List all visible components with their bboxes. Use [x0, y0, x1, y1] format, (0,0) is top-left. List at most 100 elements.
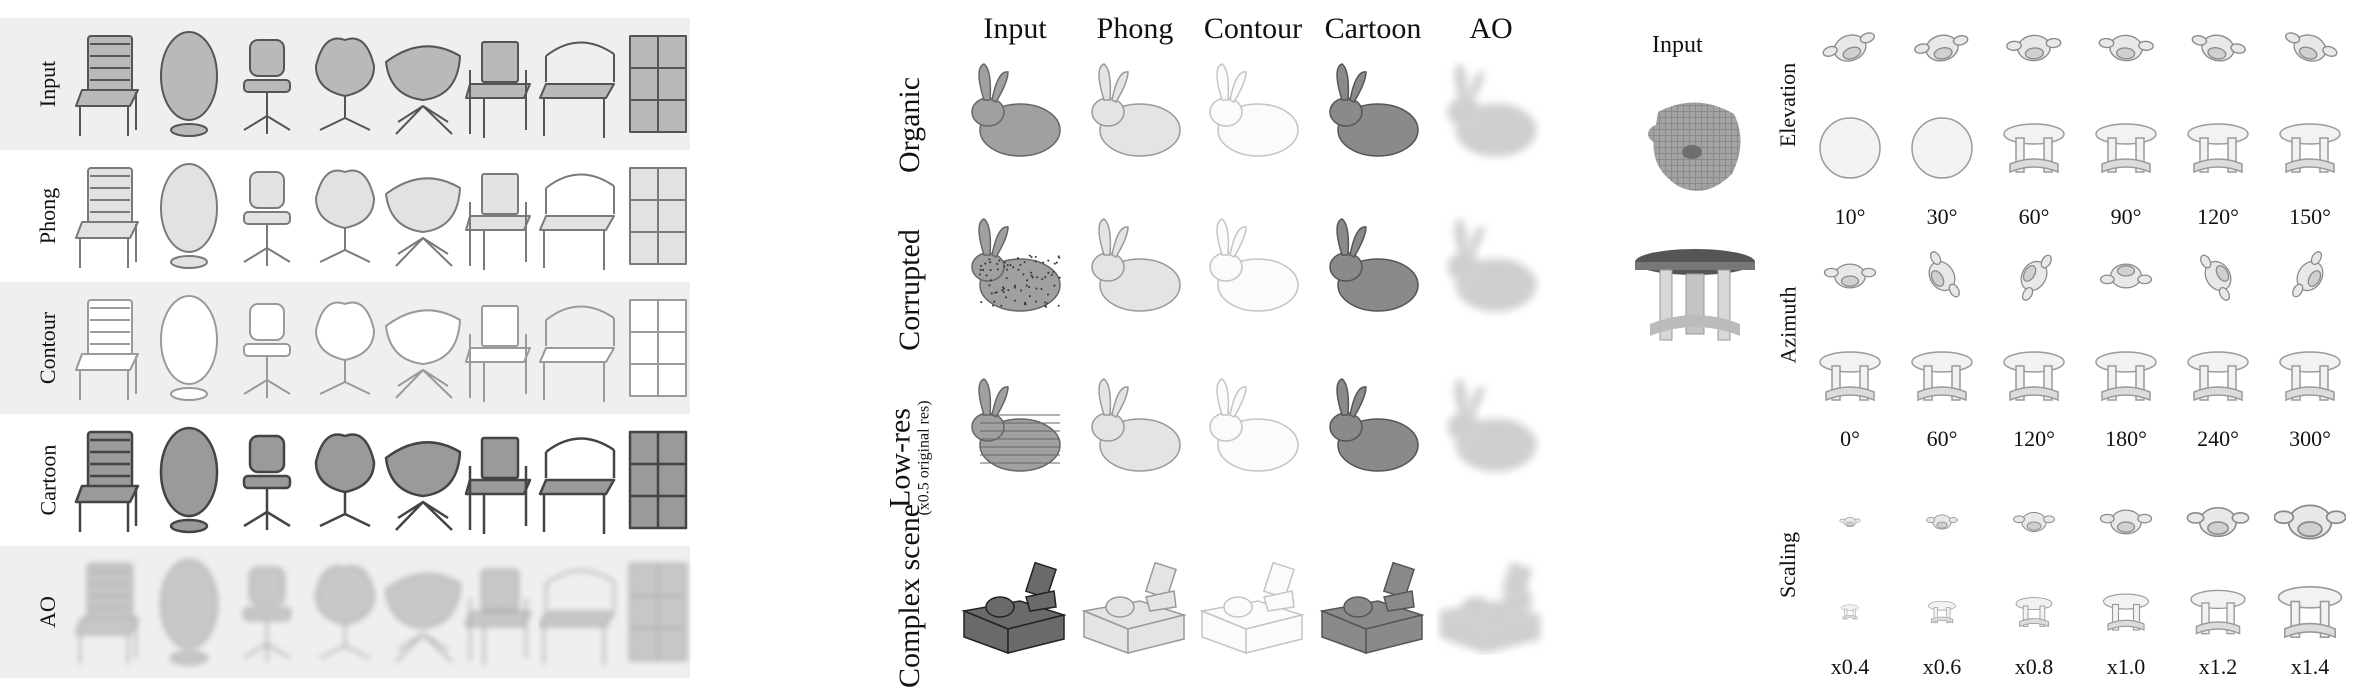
scene-render: [1436, 545, 1546, 655]
tick-label: 300°: [2270, 426, 2350, 452]
bunny-render: [1436, 375, 1546, 485]
tick-label: x0.4: [1810, 654, 1890, 680]
chair-render: [226, 158, 308, 274]
tick-label: 120°: [1994, 426, 2074, 452]
monkey-render: [1998, 12, 2070, 84]
monkey-render: [2090, 12, 2162, 84]
tick-label: x0.8: [1994, 654, 2074, 680]
monkey-render: [1906, 240, 1978, 312]
chair-render: [70, 158, 152, 274]
chair-render: [226, 554, 308, 670]
tick-label: 10°: [1810, 204, 1890, 230]
table-render: [2274, 112, 2346, 184]
chair-render: [304, 158, 386, 274]
chair-render: [616, 290, 698, 406]
chair-render: [148, 554, 230, 670]
table-render: [2090, 340, 2162, 412]
table-render: [2182, 112, 2254, 184]
chair-render: [70, 290, 152, 406]
column-header-input: Input: [960, 12, 1070, 46]
table-render: [1814, 576, 1886, 648]
bunny-render: [1436, 60, 1546, 170]
chair-render: [616, 26, 698, 142]
monkey-render: [2182, 486, 2254, 558]
chair-render: [538, 290, 620, 406]
row-label: Input: [18, 18, 78, 150]
chair-render: [538, 422, 620, 538]
scene-render: [960, 545, 1070, 655]
input-monkey-voxel: [1636, 82, 1756, 202]
monkey-render: [2274, 12, 2346, 84]
monkey-render: [2090, 486, 2162, 558]
tick-label: 120°: [2178, 204, 2258, 230]
chair-render: [382, 26, 464, 142]
bunny-render: [1436, 215, 1546, 325]
chair-render: [70, 554, 152, 670]
table-render: [1998, 112, 2070, 184]
table-render: [1906, 112, 1978, 184]
bunny-render: [1318, 215, 1428, 325]
chair-render: [304, 26, 386, 142]
table-render: [1906, 576, 1978, 648]
monkey-render: [1814, 486, 1886, 558]
chair-render: [148, 26, 230, 142]
group-label-scaling: Scaling: [1768, 490, 1808, 640]
chair-render: [304, 554, 386, 670]
monkey-render: [2274, 240, 2346, 312]
tick-label: 240°: [2178, 426, 2258, 452]
table-render: [1814, 112, 1886, 184]
bunny-figure-panel: Input Phong Contour Cartoon AO Organic C…: [880, 0, 1560, 696]
bunny-render: [960, 60, 1070, 170]
tick-label: 0°: [1810, 426, 1890, 452]
tick-label: x0.6: [1902, 654, 1982, 680]
chair-render: [226, 422, 308, 538]
row-label: AO: [18, 546, 78, 678]
chair-render: [460, 554, 542, 670]
row-label: Cartoon: [18, 414, 78, 546]
bunny-render: [1080, 375, 1190, 485]
tick-label: x1.0: [2086, 654, 2166, 680]
chair-render: [460, 26, 542, 142]
chair-render: [538, 26, 620, 142]
chair-render: [226, 26, 308, 142]
bunny-render: [1198, 60, 1308, 170]
tick-label: 90°: [2086, 204, 2166, 230]
row-label: Phong: [18, 150, 78, 282]
row-label-complex-scene: Complex scene: [880, 550, 940, 696]
tick-label: x1.2: [2178, 654, 2258, 680]
monkey-render: [1906, 486, 1978, 558]
chair-render: [304, 422, 386, 538]
bunny-render: [1080, 215, 1190, 325]
chair-render: [70, 26, 152, 142]
transform-figure-panel: Input Elevation Azimuth Scaling 10° 30° …: [1620, 0, 2376, 696]
scene-render: [1198, 545, 1308, 655]
bunny-render: [1318, 60, 1428, 170]
chairs-figure-panel: Input Phong Contour Cartoon AO: [0, 0, 690, 696]
tick-label: 60°: [1994, 204, 2074, 230]
table-render: [1814, 340, 1886, 412]
tick-label: x1.4: [2270, 654, 2350, 680]
table-render: [2274, 576, 2346, 648]
table-render: [1998, 576, 2070, 648]
chair-render: [616, 158, 698, 274]
scene-render: [1080, 545, 1190, 655]
bunny-render: [960, 215, 1070, 325]
monkey-render: [1998, 486, 2070, 558]
input-table-render: [1630, 244, 1760, 354]
chair-render: [538, 554, 620, 670]
tick-label: 60°: [1902, 426, 1982, 452]
table-render: [1998, 340, 2070, 412]
monkey-render: [1906, 12, 1978, 84]
tick-label: 180°: [2086, 426, 2166, 452]
monkey-render: [1814, 240, 1886, 312]
table-render: [1906, 340, 1978, 412]
chair-render: [382, 158, 464, 274]
table-render: [2182, 340, 2254, 412]
chair-render: [148, 158, 230, 274]
group-label-elevation: Elevation: [1768, 30, 1808, 180]
column-header-ao: AO: [1436, 12, 1546, 46]
chair-render: [616, 422, 698, 538]
monkey-render: [2182, 12, 2254, 84]
tick-label: 30°: [1902, 204, 1982, 230]
chair-render: [70, 422, 152, 538]
